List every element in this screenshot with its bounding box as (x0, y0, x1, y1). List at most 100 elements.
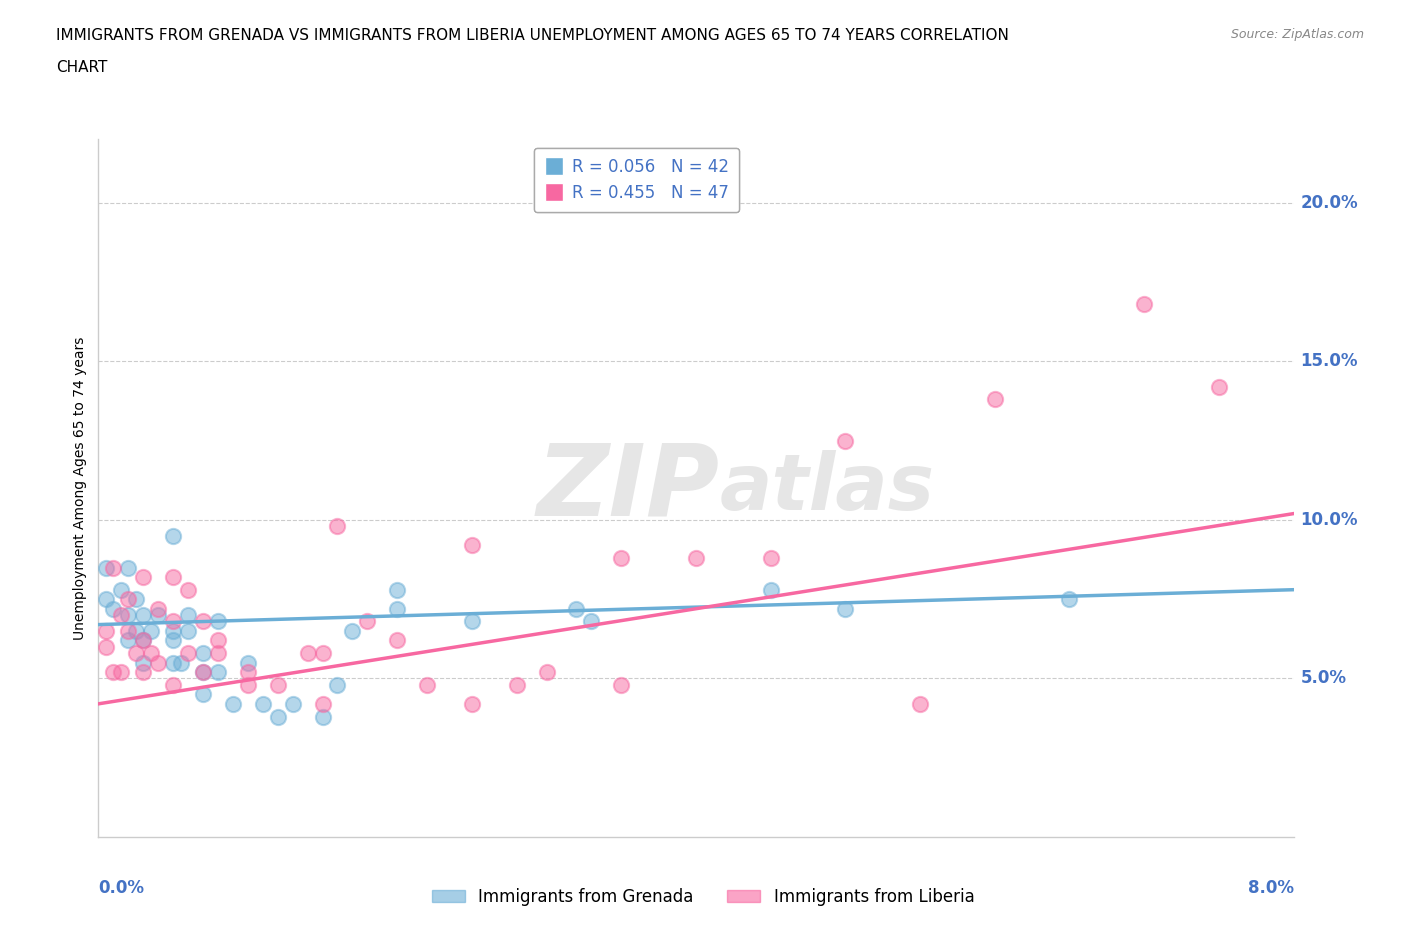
Point (162, 528, 184, 543)
Point (103, 560, 125, 575)
Point (461, 614, 484, 629)
Point (148, 602, 170, 617)
Point (132, 569, 155, 584)
Point (326, 677, 349, 692)
Point (132, 655, 155, 670)
Point (385, 602, 409, 617)
Point (207, 665, 229, 680)
Point (1208, 379, 1230, 394)
Point (162, 677, 184, 692)
Point (281, 697, 304, 711)
Text: CHART: CHART (56, 60, 108, 75)
Point (610, 551, 633, 565)
Point (506, 677, 529, 692)
Point (385, 633, 409, 648)
Point (326, 519, 349, 534)
Point (191, 614, 214, 629)
Point (117, 560, 139, 575)
Text: IMMIGRANTS FROM GRENADA VS IMMIGRANTS FROM LIBERIA UNEMPLOYMENT AMONG AGES 65 TO: IMMIGRANTS FROM GRENADA VS IMMIGRANTS FR… (56, 28, 1010, 43)
Text: ZIP: ZIP (537, 440, 720, 537)
Point (177, 582, 200, 597)
Text: 10.0%: 10.0% (1301, 511, 1358, 529)
Point (342, 623, 364, 638)
Point (132, 607, 155, 622)
Point (297, 645, 319, 660)
Point (908, 697, 931, 711)
Point (191, 665, 214, 680)
Point (207, 633, 229, 648)
Text: 0.0%: 0.0% (98, 879, 145, 897)
Point (132, 633, 155, 648)
Text: Source: ZipAtlas.com: Source: ZipAtlas.com (1230, 28, 1364, 41)
Text: atlas: atlas (720, 450, 935, 526)
Point (162, 623, 184, 638)
Point (94, 639, 117, 654)
Point (117, 591, 139, 606)
Point (110, 607, 132, 622)
Point (236, 665, 259, 680)
Point (162, 633, 184, 648)
Point (162, 569, 184, 584)
Point (581, 614, 603, 629)
Text: 15.0%: 15.0% (1301, 352, 1358, 370)
Point (94, 560, 117, 575)
Point (983, 392, 1005, 407)
Point (311, 645, 333, 660)
Point (94, 591, 117, 606)
Point (834, 602, 856, 617)
Point (1133, 297, 1156, 312)
Point (610, 677, 633, 692)
Point (177, 623, 200, 638)
Point (162, 655, 184, 670)
Point (103, 602, 125, 617)
Point (311, 697, 333, 711)
Point (117, 623, 139, 638)
Point (536, 665, 558, 680)
Point (125, 645, 148, 660)
Point (267, 709, 290, 724)
Point (1059, 591, 1081, 606)
Point (117, 633, 139, 648)
Point (169, 655, 191, 670)
Text: 8.0%: 8.0% (1247, 879, 1294, 897)
Point (236, 677, 259, 692)
Point (103, 665, 125, 680)
Text: 20.0%: 20.0% (1301, 194, 1358, 212)
Point (207, 645, 229, 660)
Point (267, 677, 290, 692)
Point (110, 582, 132, 597)
Legend: Immigrants from Grenada, Immigrants from Liberia: Immigrants from Grenada, Immigrants from… (425, 881, 981, 912)
Point (139, 645, 162, 660)
Point (834, 433, 856, 448)
Point (565, 602, 588, 617)
Point (162, 614, 184, 629)
Point (385, 582, 409, 597)
Point (177, 607, 200, 622)
Point (311, 709, 333, 724)
Point (117, 607, 139, 622)
Point (416, 677, 439, 692)
Point (356, 614, 378, 629)
Point (177, 645, 200, 660)
Point (759, 551, 782, 565)
Point (110, 665, 132, 680)
Point (207, 614, 229, 629)
Point (685, 551, 707, 565)
Point (191, 645, 214, 660)
Point (461, 697, 484, 711)
Point (148, 607, 170, 622)
Point (236, 655, 259, 670)
Point (148, 655, 170, 670)
Point (191, 687, 214, 702)
Text: 5.0%: 5.0% (1301, 670, 1347, 687)
Point (125, 591, 148, 606)
Point (759, 582, 782, 597)
Point (94, 623, 117, 638)
Point (132, 633, 155, 648)
Point (191, 665, 214, 680)
Point (461, 538, 484, 552)
Point (125, 623, 148, 638)
Point (139, 623, 162, 638)
Legend: R = 0.056   N = 42, R = 0.455   N = 47: R = 0.056 N = 42, R = 0.455 N = 47 (533, 148, 740, 212)
Point (222, 697, 245, 711)
